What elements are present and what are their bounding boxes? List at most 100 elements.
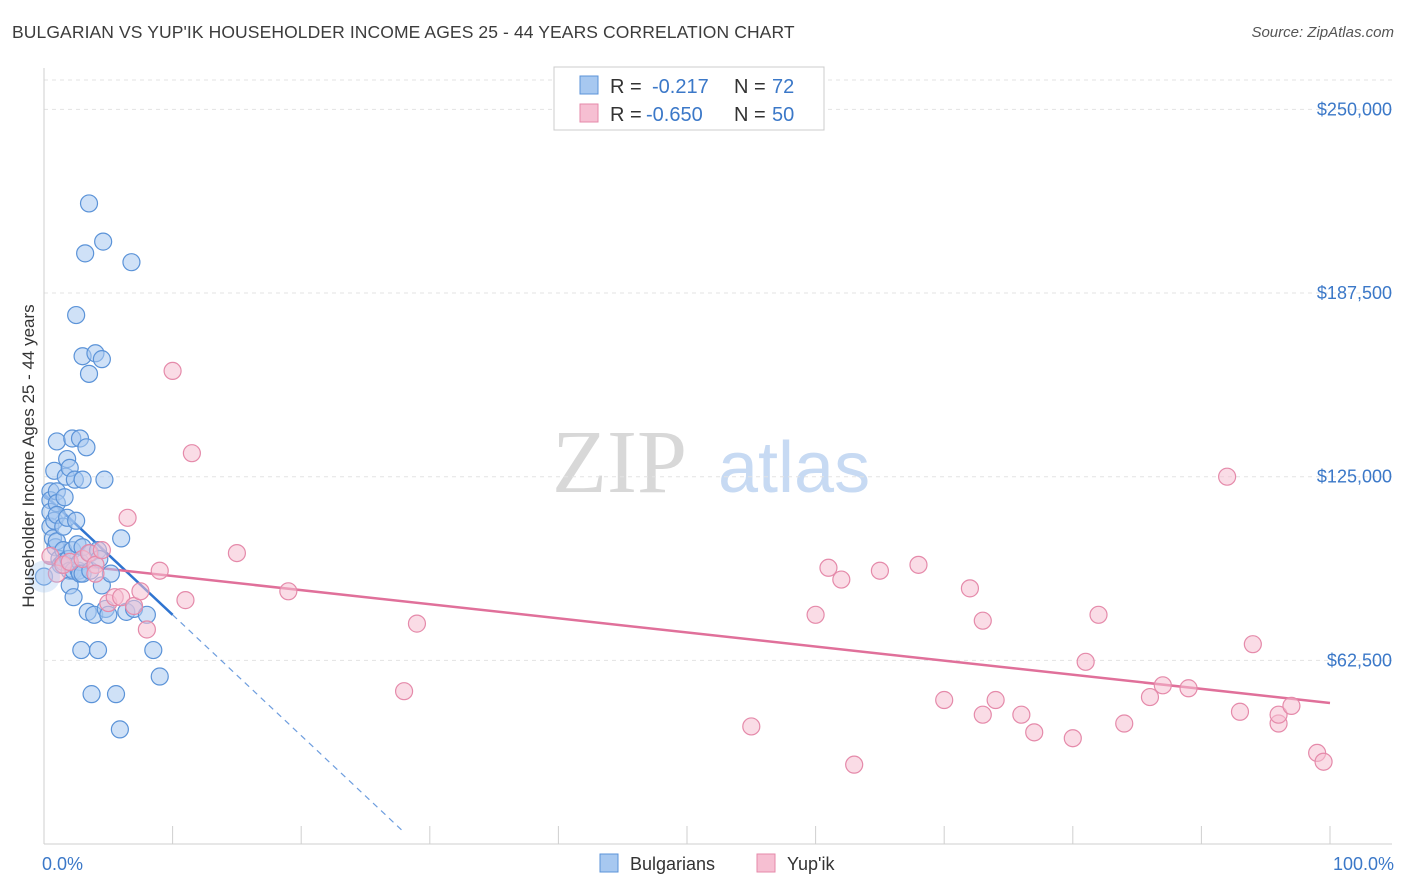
point-yupik-41 — [1115, 714, 1134, 733]
point-yupik-26 — [819, 558, 838, 577]
data-points — [28, 194, 1333, 774]
point-yupik-33 — [973, 705, 992, 724]
y-tick-label-2: $187,500 — [1317, 283, 1392, 303]
point-yupik-35 — [986, 690, 1005, 710]
point-yupik-29 — [870, 561, 890, 580]
point-yupik-52 — [1314, 752, 1333, 771]
legend-n-value-2: 50 — [772, 104, 794, 126]
point-yupik-25 — [806, 605, 825, 624]
point-bulgarians-32 — [67, 305, 86, 325]
point-bulgarians-19 — [55, 488, 74, 507]
point-yupik-16 — [150, 561, 169, 580]
point-bulgarians-44 — [76, 244, 95, 263]
point-yupik-14 — [131, 582, 150, 601]
point-yupik-44 — [1179, 679, 1198, 698]
point-yupik-47 — [1243, 635, 1262, 654]
gridlines — [44, 79, 1392, 661]
series-legend: Bulgarians Yup'ik — [599, 853, 835, 874]
trend-line-extension-bulgarians — [172, 614, 405, 833]
point-yupik-7 — [86, 564, 105, 583]
point-yupik-12 — [118, 508, 137, 527]
point-bulgarians-47 — [79, 364, 99, 383]
point-bulgarians-59 — [95, 470, 114, 489]
legend-swatch-yupik — [579, 103, 599, 123]
y-tick-label-3: $250,000 — [1317, 99, 1392, 119]
chart-title: BULGARIAN VS YUP'IK HOUSEHOLDER INCOME A… — [12, 22, 795, 42]
point-yupik-43 — [1153, 676, 1172, 695]
source-label: Source: ZipAtlas.com — [1251, 24, 1394, 41]
point-bulgarians-39 — [72, 640, 91, 660]
legend-r-label-1: R = — [610, 76, 642, 98]
point-bulgarians-30 — [64, 588, 83, 607]
point-yupik-15 — [137, 620, 156, 639]
x-tick-label-1: 100.0% — [1333, 854, 1394, 874]
point-yupik-17 — [163, 361, 182, 381]
point-bulgarians-65 — [112, 529, 131, 548]
point-yupik-34 — [973, 611, 992, 630]
point-bulgarians-62 — [101, 564, 120, 583]
point-yupik-46 — [1230, 702, 1250, 721]
legend-r-value-2: -0.650 — [646, 104, 703, 126]
point-bulgarians-50 — [82, 685, 101, 704]
point-yupik-49 — [1269, 705, 1288, 724]
point-bulgarians-cluster — [28, 560, 60, 593]
tick-labels: $62,500 $125,000 $187,500 $250,000 0.0% 100.0… — [42, 99, 1394, 874]
point-bulgarians-71 — [150, 667, 169, 686]
axes — [43, 68, 1392, 845]
point-bulgarians-64 — [110, 720, 129, 739]
legend-r-value-1: -0.217 — [652, 76, 709, 98]
point-yupik-20 — [227, 543, 246, 563]
point-bulgarians-41 — [73, 470, 92, 489]
point-yupik-21 — [279, 582, 298, 601]
point-bulgarians-58 — [94, 232, 113, 251]
watermark-zip: ZIP — [552, 413, 687, 512]
legend-n-value-1: 72 — [772, 76, 794, 98]
y-tick-label-0: $62,500 — [1327, 650, 1392, 670]
point-yupik-8 — [92, 541, 111, 560]
point-yupik-32 — [960, 579, 980, 598]
x-tick-label-0: 0.0% — [42, 854, 83, 874]
legend-r-label-2: R = — [610, 104, 642, 126]
trend-line-yupik — [43, 560, 1331, 705]
point-yupik-45 — [1218, 467, 1237, 486]
point-bulgarians-53 — [88, 640, 108, 660]
point-yupik-38 — [1063, 729, 1082, 748]
point-bulgarians-56 — [92, 350, 111, 369]
point-yupik-0 — [41, 546, 60, 566]
point-bulgarians-33 — [67, 511, 86, 530]
point-yupik-30 — [909, 555, 928, 574]
bottom-legend-bulgarians: Bulgarians — [630, 854, 715, 874]
point-bulgarians-9 — [47, 432, 66, 451]
point-bulgarians-45 — [77, 438, 96, 457]
point-yupik-18 — [176, 591, 195, 610]
point-yupik-50 — [1282, 696, 1301, 715]
point-yupik-42 — [1140, 687, 1160, 707]
point-yupik-37 — [1025, 723, 1044, 742]
point-yupik-36 — [1012, 705, 1031, 724]
point-yupik-28 — [845, 755, 864, 774]
point-yupik-11 — [112, 588, 131, 607]
correlation-legend: R = -0.217 N = 72 R = -0.650 N = 50 — [553, 66, 825, 131]
y-tick-label-1: $125,000 — [1317, 467, 1392, 487]
point-yupik-27 — [832, 570, 851, 589]
legend-n-label-2: N = — [734, 104, 766, 126]
point-yupik-40 — [1089, 605, 1108, 624]
point-yupik-22 — [394, 682, 414, 701]
point-yupik-23 — [407, 614, 427, 633]
point-yupik-39 — [1076, 652, 1095, 671]
bottom-legend-swatch-bulgarians — [599, 853, 619, 873]
point-bulgarians-63 — [106, 685, 126, 704]
point-bulgarians-70 — [144, 640, 163, 660]
y-axis-label: Householder Income Ages 25 - 44 years — [19, 304, 38, 607]
bottom-legend-yupik: Yup'ik — [787, 854, 835, 874]
point-yupik-19 — [182, 444, 201, 463]
point-yupik-24 — [742, 717, 761, 736]
point-bulgarians-72 — [79, 194, 99, 213]
legend-swatch-bulgarians — [579, 75, 599, 95]
point-yupik-31 — [935, 690, 954, 710]
legend-n-label-1: N = — [734, 76, 766, 98]
bottom-legend-swatch-yupik — [756, 853, 776, 873]
point-bulgarians-67 — [122, 253, 141, 272]
watermark-atlas: atlas — [718, 428, 870, 508]
